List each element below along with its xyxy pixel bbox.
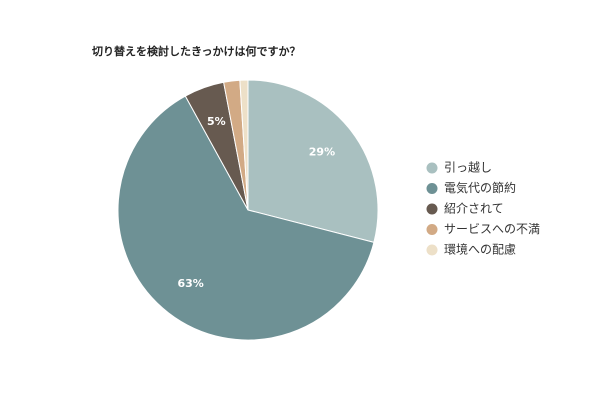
legend-label: 引っ越し xyxy=(444,161,492,175)
slice-label: 29% xyxy=(309,146,335,159)
legend-label: サービスへの不満 xyxy=(444,222,540,236)
legend-marker xyxy=(426,203,438,215)
legend-marker xyxy=(426,183,438,194)
legend-marker xyxy=(426,244,438,256)
slice-label: 63% xyxy=(177,277,203,290)
chart-title: 切り替えを検討したきっかけは何ですか？ xyxy=(92,44,301,58)
legend-label: 電気代の節約 xyxy=(444,180,516,195)
pie-slice xyxy=(239,79,249,211)
pie-slice xyxy=(117,95,375,341)
legend-label: 紹介されて xyxy=(444,202,504,216)
slice-label: 5% xyxy=(207,115,226,128)
legend-label: 環境への配慮 xyxy=(444,242,516,257)
legend-marker xyxy=(426,162,438,174)
legend-marker xyxy=(426,224,438,235)
pie-slice xyxy=(247,79,379,243)
